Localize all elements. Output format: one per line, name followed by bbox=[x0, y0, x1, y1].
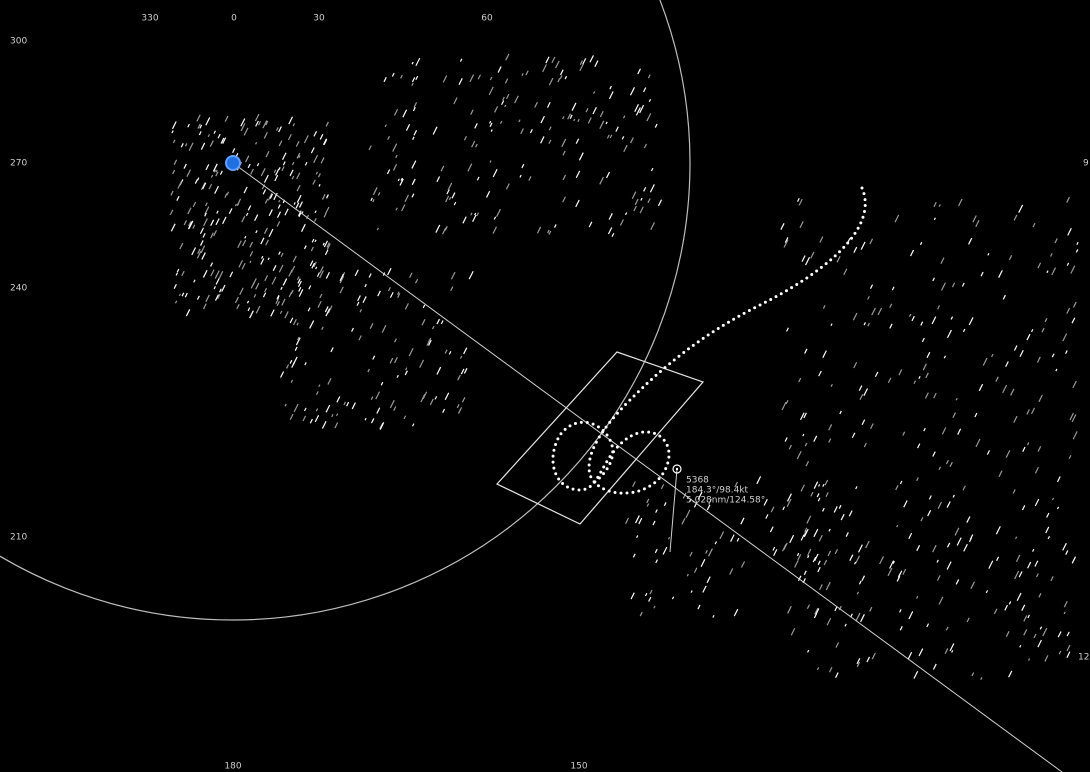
target-range: 5.028nm/124.58° bbox=[686, 496, 765, 506]
bearing-label: 60 bbox=[481, 14, 493, 24]
bearing-label: 150 bbox=[570, 762, 587, 772]
page: 5368 184.3°/98.4kt 5.028nm/124.58° 330 0… bbox=[0, 0, 1090, 772]
bearing-label: 270 bbox=[10, 159, 27, 169]
own-ship[interactable] bbox=[226, 156, 240, 170]
bearing-label: 9 bbox=[1083, 159, 1089, 169]
bearing-label: 12 bbox=[1078, 653, 1089, 663]
bearing-label: 240 bbox=[10, 284, 27, 294]
bearing-label: 0 bbox=[231, 14, 237, 24]
bearing-label: 180 bbox=[224, 762, 241, 772]
target-center bbox=[676, 468, 678, 470]
bearing-label: 30 bbox=[313, 14, 325, 24]
target-course: 184.3°/98.4kt bbox=[686, 486, 749, 496]
radar-display: 5368 184.3°/98.4kt 5.028nm/124.58° 330 0… bbox=[0, 0, 1090, 772]
bearing-label: 210 bbox=[10, 533, 27, 543]
bearing-label: 330 bbox=[141, 14, 158, 24]
target-id: 5368 bbox=[686, 476, 709, 486]
bearing-label: 300 bbox=[10, 37, 27, 47]
background bbox=[0, 0, 1090, 772]
